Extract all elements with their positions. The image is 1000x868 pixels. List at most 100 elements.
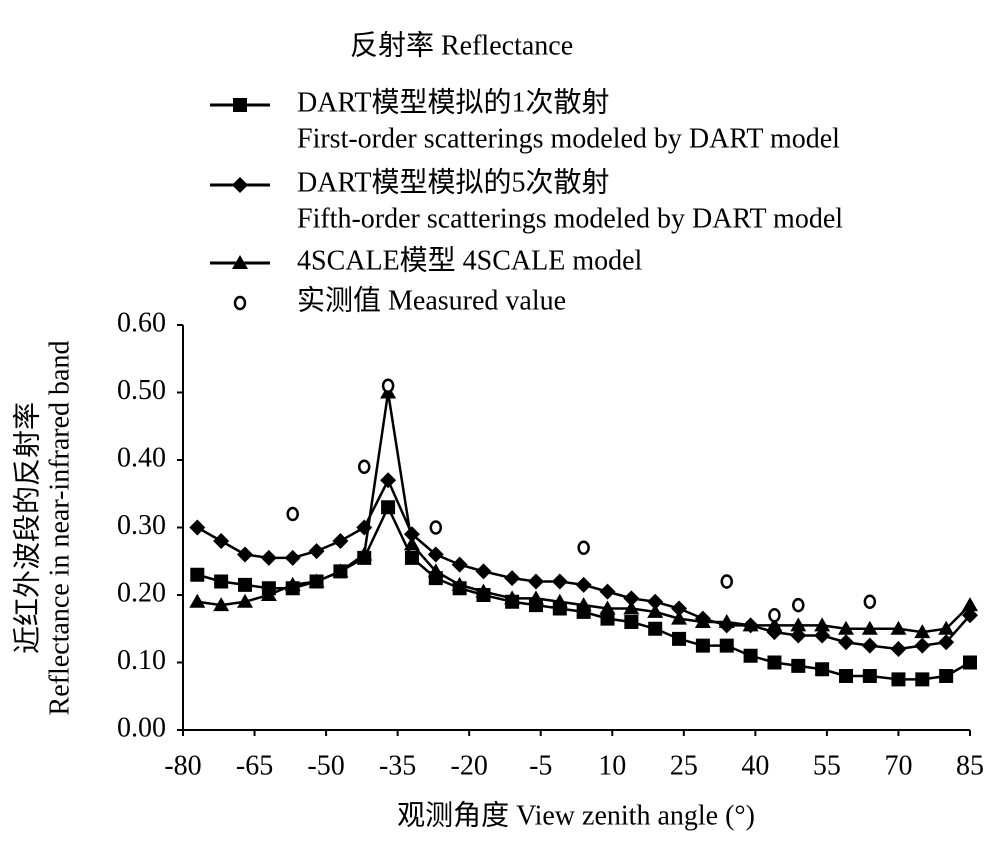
marker — [861, 620, 878, 635]
marker — [381, 500, 396, 515]
marker — [814, 627, 831, 644]
marker — [284, 576, 301, 591]
marker — [743, 648, 758, 663]
y-tick-label: 0.40 — [117, 442, 166, 473]
marker — [551, 593, 568, 608]
marker — [891, 672, 906, 687]
marker — [575, 597, 592, 612]
marker — [504, 590, 521, 605]
legend-label: DART模型模拟的5次散射 — [297, 166, 610, 198]
marker — [238, 577, 253, 592]
marker — [814, 617, 831, 632]
marker — [600, 611, 615, 626]
marker — [671, 600, 688, 617]
y-tick-label: 0.30 — [117, 510, 166, 541]
marker — [694, 614, 711, 628]
marker — [837, 620, 854, 635]
marker — [233, 98, 247, 112]
marker — [260, 549, 277, 566]
legend-label: DART模型模拟的1次散射 — [297, 86, 610, 118]
marker — [647, 593, 664, 610]
marker — [504, 570, 521, 587]
marker — [890, 641, 907, 657]
marker — [527, 573, 544, 590]
marker — [862, 669, 877, 683]
marker — [429, 520, 443, 535]
marker — [963, 655, 977, 670]
marker — [672, 631, 687, 646]
marker — [720, 574, 733, 589]
marker — [284, 549, 301, 566]
marker — [551, 573, 568, 590]
chart-title: 反射率 Reflectance — [350, 29, 573, 61]
marker — [189, 519, 206, 536]
marker — [404, 550, 419, 565]
marker — [719, 638, 734, 653]
marker — [286, 506, 299, 522]
x-axis-label: 观测角度 View zenith angle (°) — [397, 799, 755, 831]
marker — [742, 617, 759, 632]
x-tick-label: -50 — [307, 750, 344, 781]
marker — [527, 590, 544, 605]
marker — [214, 574, 229, 589]
marker — [189, 593, 206, 608]
marker — [427, 563, 444, 578]
marker — [427, 546, 444, 563]
marker — [577, 540, 590, 555]
marker — [767, 655, 782, 670]
marker — [790, 617, 807, 632]
marker — [671, 610, 688, 625]
marker — [356, 546, 373, 561]
marker — [475, 583, 492, 598]
marker — [915, 672, 930, 687]
marker — [623, 600, 640, 615]
marker — [357, 459, 371, 474]
marker — [623, 590, 640, 607]
x-tick-label: -35 — [379, 750, 416, 781]
x-tick-label: 40 — [741, 750, 769, 781]
marker — [380, 472, 397, 489]
marker — [451, 576, 468, 591]
y-tick-label: 0.50 — [117, 375, 166, 406]
marker — [838, 669, 853, 683]
marker — [475, 563, 492, 580]
marker — [792, 597, 805, 613]
y-axis-label: Reflectance in near-infrared band — [44, 341, 75, 716]
marker — [863, 594, 877, 609]
legend-label: First-order scatterings modeled by DART … — [297, 123, 840, 154]
marker — [381, 378, 395, 393]
y-tick-label: 0.10 — [117, 645, 166, 676]
marker — [815, 662, 830, 677]
marker — [766, 617, 783, 632]
marker — [575, 576, 592, 593]
marker — [232, 255, 248, 269]
marker — [914, 637, 931, 654]
x-tick-label: -20 — [451, 750, 488, 781]
marker — [790, 627, 807, 644]
x-tick-label: 70 — [884, 750, 912, 781]
x-tick-label: -65 — [236, 750, 273, 781]
x-tick-label: 55 — [813, 750, 841, 781]
marker — [837, 634, 854, 651]
marker — [861, 637, 878, 654]
marker — [890, 620, 907, 635]
legend-label: 4SCALE模型 4SCALE model — [297, 244, 643, 276]
marker — [962, 597, 978, 612]
marker — [718, 614, 735, 628]
marker — [213, 597, 230, 612]
marker — [213, 533, 230, 549]
marker — [648, 621, 663, 636]
series-line — [196, 504, 971, 681]
y-tick-label: 0.60 — [117, 307, 166, 338]
x-tick-label: -5 — [529, 750, 552, 781]
marker — [962, 607, 978, 624]
marker — [308, 543, 325, 560]
marker — [451, 556, 468, 573]
marker — [237, 546, 254, 563]
y-tick-label: 0.00 — [117, 712, 166, 743]
series-line — [196, 477, 971, 651]
y-tick-label: 0.20 — [117, 577, 166, 608]
marker — [624, 615, 639, 629]
x-tick-label: -80 — [164, 750, 201, 781]
